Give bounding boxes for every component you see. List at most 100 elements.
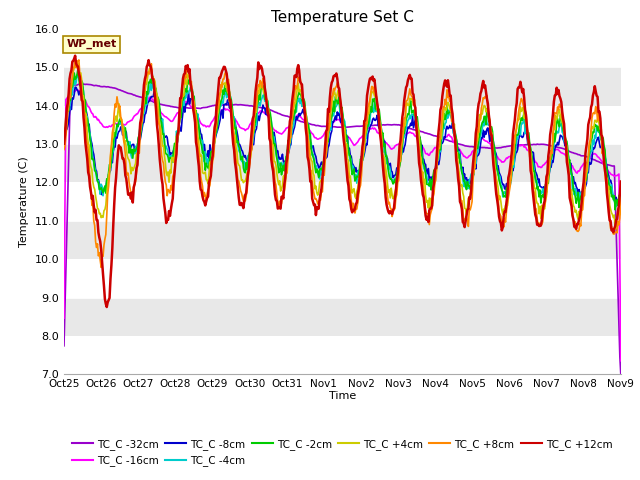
Bar <box>64 67 621 106</box>
TC_C -8cm <box>389 175 397 180</box>
TC_C -32cm <box>389 122 397 128</box>
TC_C -16cm <box>313 136 321 142</box>
TC_C -32cm <box>313 123 321 129</box>
Bar <box>64 29 621 67</box>
Line: TC_C -8cm: TC_C -8cm <box>64 87 621 202</box>
TC_C -32cm <box>159 102 167 108</box>
TC_C -2cm <box>60 138 68 144</box>
TC_C +4cm <box>60 140 68 145</box>
TC_C -32cm <box>80 81 88 87</box>
TC_C +4cm <box>73 60 81 65</box>
Line: TC_C -32cm: TC_C -32cm <box>64 84 621 374</box>
TC_C -32cm <box>480 144 488 150</box>
TC_C -8cm <box>60 126 68 132</box>
TC_C -2cm <box>617 190 625 195</box>
TC_C +4cm <box>204 181 212 187</box>
TC_C -8cm <box>433 166 440 171</box>
TC_C +8cm <box>97 264 105 270</box>
TC_C -2cm <box>611 207 619 213</box>
TC_C -2cm <box>433 159 440 165</box>
TC_C +8cm <box>314 201 322 207</box>
TC_C +8cm <box>205 185 213 191</box>
TC_C -2cm <box>313 166 321 172</box>
TC_C +12cm <box>161 203 168 209</box>
Line: TC_C -16cm: TC_C -16cm <box>64 90 621 361</box>
TC_C -16cm <box>617 358 625 364</box>
TC_C +12cm <box>205 180 213 185</box>
TC_C +12cm <box>434 139 442 144</box>
Y-axis label: Temperature (C): Temperature (C) <box>19 156 29 247</box>
TC_C -4cm <box>159 127 167 133</box>
Bar <box>64 259 621 298</box>
TC_C -16cm <box>72 87 80 93</box>
TC_C +4cm <box>617 192 625 198</box>
TC_C -2cm <box>159 131 167 136</box>
TC_C -2cm <box>74 66 82 72</box>
TC_C -32cm <box>433 133 440 139</box>
TC_C +4cm <box>389 196 397 202</box>
TC_C -4cm <box>433 154 440 160</box>
Bar <box>64 336 621 374</box>
TC_C +12cm <box>481 83 489 88</box>
TC_C +4cm <box>313 190 321 196</box>
Line: TC_C +8cm: TC_C +8cm <box>64 59 621 267</box>
TC_C +8cm <box>60 146 68 152</box>
Text: WP_met: WP_met <box>67 39 117 49</box>
TC_C -4cm <box>313 166 321 172</box>
TC_C -16cm <box>60 315 68 321</box>
TC_C -16cm <box>159 112 167 118</box>
TC_C -32cm <box>60 343 68 348</box>
TC_C +4cm <box>480 103 488 108</box>
TC_C -4cm <box>612 204 620 209</box>
TC_C +12cm <box>103 304 111 310</box>
Line: TC_C +12cm: TC_C +12cm <box>64 56 621 307</box>
TC_C -2cm <box>204 165 212 171</box>
TC_C +8cm <box>434 152 442 157</box>
TC_C -8cm <box>204 148 212 154</box>
TC_C -16cm <box>204 123 212 129</box>
TC_C +12cm <box>71 53 79 59</box>
TC_C +4cm <box>611 227 619 232</box>
TC_C +12cm <box>60 141 68 146</box>
TC_C -4cm <box>389 177 397 183</box>
Line: TC_C -4cm: TC_C -4cm <box>64 75 621 206</box>
Bar <box>64 221 621 259</box>
TC_C +12cm <box>617 179 625 184</box>
TC_C -4cm <box>480 123 488 129</box>
TC_C -4cm <box>73 72 81 78</box>
TC_C -4cm <box>204 156 212 162</box>
TC_C +12cm <box>390 205 398 211</box>
TC_C -8cm <box>159 130 167 136</box>
TC_C -8cm <box>613 199 621 204</box>
TC_C +12cm <box>314 206 322 212</box>
TC_C -8cm <box>480 134 488 140</box>
Bar <box>64 182 621 221</box>
TC_C +8cm <box>161 172 168 178</box>
TC_C -2cm <box>389 181 397 187</box>
TC_C +8cm <box>617 196 625 202</box>
TC_C +8cm <box>71 56 79 61</box>
Legend: TC_C -32cm, TC_C -16cm, TC_C -8cm, TC_C -4cm, TC_C -2cm, TC_C +4cm, TC_C +8cm, T: TC_C -32cm, TC_C -16cm, TC_C -8cm, TC_C … <box>68 435 616 470</box>
Bar <box>64 298 621 336</box>
TC_C -2cm <box>480 113 488 119</box>
TC_C +4cm <box>433 163 440 169</box>
TC_C +8cm <box>481 94 489 99</box>
Line: TC_C +4cm: TC_C +4cm <box>64 62 621 229</box>
TC_C -4cm <box>617 190 625 196</box>
X-axis label: Time: Time <box>329 391 356 401</box>
TC_C -32cm <box>617 372 625 377</box>
Line: TC_C -2cm: TC_C -2cm <box>64 69 621 210</box>
TC_C -16cm <box>433 144 440 150</box>
Title: Temperature Set C: Temperature Set C <box>271 10 414 25</box>
TC_C -16cm <box>480 137 488 143</box>
Bar <box>64 144 621 182</box>
TC_C -4cm <box>60 134 68 140</box>
TC_C -8cm <box>313 160 321 166</box>
TC_C -8cm <box>617 189 625 194</box>
TC_C -16cm <box>389 145 397 151</box>
Bar <box>64 106 621 144</box>
TC_C -8cm <box>71 84 79 90</box>
TC_C +8cm <box>390 207 398 213</box>
TC_C +4cm <box>159 143 167 148</box>
TC_C -32cm <box>204 104 212 110</box>
